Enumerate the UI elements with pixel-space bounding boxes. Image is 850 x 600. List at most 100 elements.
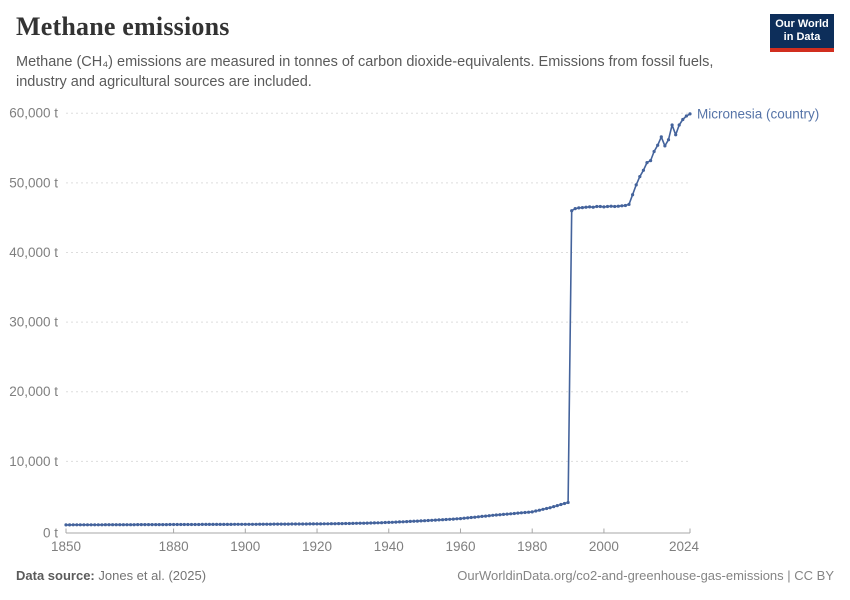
data-point[interactable] — [89, 523, 93, 527]
data-point[interactable] — [218, 522, 222, 527]
data-point[interactable] — [111, 523, 115, 527]
data-point[interactable] — [390, 520, 394, 524]
data-point[interactable] — [261, 522, 265, 526]
data-point[interactable] — [172, 522, 176, 527]
data-point[interactable] — [541, 507, 545, 511]
data-point[interactable] — [204, 522, 208, 527]
data-point[interactable] — [476, 515, 480, 519]
data-point[interactable] — [638, 175, 642, 179]
data-point[interactable] — [505, 512, 509, 516]
data-point[interactable] — [559, 502, 563, 507]
data-point[interactable] — [100, 523, 104, 527]
data-point[interactable] — [401, 520, 405, 524]
data-point[interactable] — [215, 522, 219, 527]
data-point[interactable] — [243, 522, 247, 526]
series-markers[interactable] — [64, 112, 692, 527]
data-point[interactable] — [591, 205, 595, 209]
data-point[interactable] — [82, 523, 86, 527]
data-point[interactable] — [222, 522, 226, 527]
data-point[interactable] — [412, 519, 416, 523]
data-point[interactable] — [103, 523, 107, 527]
data-point[interactable] — [136, 523, 140, 527]
data-point[interactable] — [598, 204, 602, 209]
data-point[interactable] — [631, 193, 635, 197]
data-point[interactable] — [64, 523, 68, 527]
data-point[interactable] — [415, 519, 419, 523]
data-point[interactable] — [229, 522, 233, 527]
data-point[interactable] — [93, 523, 97, 527]
data-point[interactable] — [304, 522, 308, 526]
data-point[interactable] — [458, 517, 463, 521]
data-point[interactable] — [580, 206, 585, 210]
data-point[interactable] — [652, 149, 656, 154]
data-point[interactable] — [168, 522, 172, 527]
data-point[interactable] — [258, 522, 262, 526]
data-point[interactable] — [677, 123, 681, 127]
data-point[interactable] — [233, 522, 237, 526]
data-point[interactable] — [286, 522, 290, 526]
data-point[interactable] — [466, 516, 470, 520]
data-point[interactable] — [71, 523, 75, 527]
data-point[interactable] — [225, 522, 229, 527]
data-point[interactable] — [437, 518, 441, 522]
data-point[interactable] — [247, 522, 251, 526]
data-point[interactable] — [441, 518, 445, 522]
data-point[interactable] — [645, 161, 649, 165]
data-point[interactable] — [200, 522, 204, 527]
data-point[interactable] — [537, 508, 542, 512]
data-point[interactable] — [613, 204, 617, 209]
data-point[interactable] — [322, 522, 326, 526]
data-point[interactable] — [279, 522, 283, 526]
data-point[interactable] — [139, 523, 143, 527]
data-point[interactable] — [584, 205, 588, 209]
data-point[interactable] — [189, 522, 194, 527]
data-point[interactable] — [430, 518, 434, 522]
data-point[interactable] — [494, 513, 498, 517]
data-point[interactable] — [372, 521, 376, 525]
data-point[interactable] — [423, 519, 427, 523]
data-point[interactable] — [186, 522, 190, 527]
data-point[interactable] — [96, 523, 100, 527]
data-point[interactable] — [240, 522, 244, 526]
data-point[interactable] — [387, 520, 391, 525]
data-point[interactable] — [516, 511, 520, 515]
data-point[interactable] — [268, 522, 272, 526]
data-point[interactable] — [118, 523, 122, 527]
data-point[interactable] — [293, 522, 298, 526]
data-point[interactable] — [351, 521, 355, 526]
data-point[interactable] — [462, 516, 466, 520]
data-point[interactable] — [555, 504, 559, 508]
data-point[interactable] — [573, 207, 577, 211]
data-point[interactable] — [197, 522, 201, 527]
data-point[interactable] — [595, 204, 599, 209]
data-point[interactable] — [164, 523, 168, 527]
data-point[interactable] — [509, 512, 513, 516]
data-point[interactable] — [125, 523, 129, 527]
data-point[interactable] — [656, 143, 660, 147]
data-point[interactable] — [121, 523, 125, 527]
data-point[interactable] — [75, 523, 79, 527]
data-point[interactable] — [548, 506, 552, 510]
data-point[interactable] — [433, 518, 437, 522]
data-point[interactable] — [250, 522, 255, 526]
data-point[interactable] — [179, 522, 183, 527]
data-point[interactable] — [265, 522, 269, 526]
data-point[interactable] — [534, 509, 538, 513]
data-point[interactable] — [602, 205, 606, 209]
data-point[interactable] — [609, 204, 613, 208]
data-point[interactable] — [68, 523, 72, 527]
data-point[interactable] — [530, 510, 534, 514]
data-point[interactable] — [297, 522, 301, 526]
data-point[interactable] — [78, 523, 82, 527]
data-point[interactable] — [562, 501, 567, 506]
data-point[interactable] — [627, 202, 631, 206]
data-point[interactable] — [605, 204, 610, 209]
data-point[interactable] — [681, 117, 685, 122]
data-point[interactable] — [397, 520, 402, 524]
data-point[interactable] — [659, 135, 663, 139]
data-point[interactable] — [344, 521, 348, 526]
license-note[interactable]: OurWorldinData.org/co2-and-greenhouse-ga… — [457, 568, 834, 583]
data-point[interactable] — [143, 523, 147, 527]
data-point[interactable] — [623, 203, 628, 208]
data-point[interactable] — [480, 514, 484, 519]
